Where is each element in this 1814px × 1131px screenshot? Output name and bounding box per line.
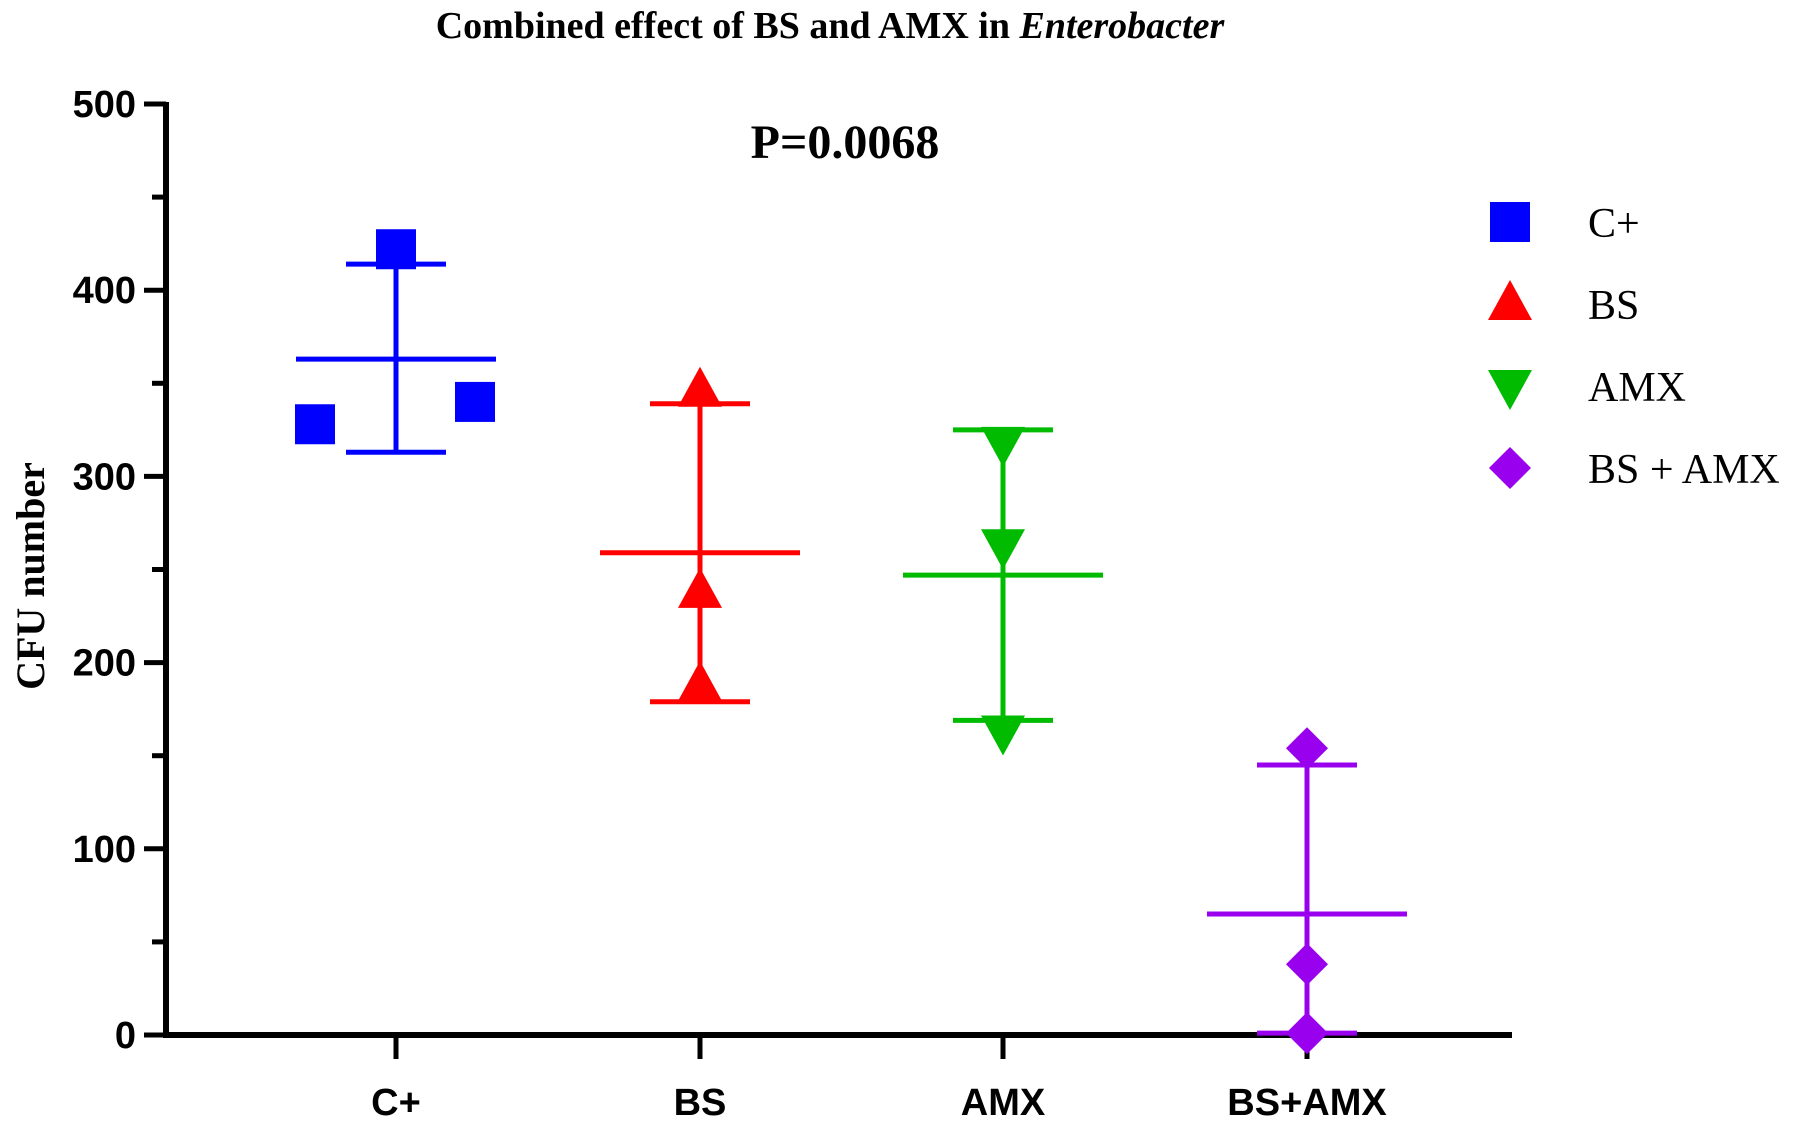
data-point xyxy=(678,366,722,407)
data-point xyxy=(295,404,335,445)
legend-label: C+ xyxy=(1588,201,1640,247)
x-ticks: C+ BS AMX BS+AMX xyxy=(371,1035,1387,1124)
data-point xyxy=(455,381,495,422)
legend-label: AMX xyxy=(1588,365,1686,411)
legend-marker xyxy=(1488,280,1532,320)
legend-label: BS xyxy=(1588,283,1639,329)
y-tick-label: 0 xyxy=(115,1015,136,1057)
chart-title: Combined effect of BS and AMX in Enterob… xyxy=(436,5,1226,47)
data-point xyxy=(1286,727,1328,770)
legend: C+ BS AMX BS + AMX xyxy=(1488,201,1780,493)
y-axis-label: CFU number xyxy=(8,462,53,690)
y-tick-label: 300 xyxy=(73,456,136,498)
y-ticks: 0 100 200 300 400 500 xyxy=(73,84,166,1057)
p-value-annotation: P=0.0068 xyxy=(751,116,940,169)
legend-item: BS xyxy=(1488,280,1639,329)
legend-item: C+ xyxy=(1490,201,1640,247)
data-point xyxy=(981,426,1025,467)
data-point xyxy=(1286,943,1328,986)
data-point xyxy=(678,567,722,608)
series-amx xyxy=(903,426,1103,756)
y-tick-label: 500 xyxy=(73,84,136,126)
legend-marker xyxy=(1488,370,1532,410)
series-bs xyxy=(600,366,800,705)
y-tick-label: 400 xyxy=(73,270,136,312)
axes xyxy=(163,102,1512,1038)
legend-marker xyxy=(1489,447,1531,489)
x-tick-label: AMX xyxy=(961,1082,1046,1124)
data-point xyxy=(1286,1012,1328,1055)
data-point xyxy=(376,229,416,270)
data-point xyxy=(678,660,722,701)
x-tick-label: C+ xyxy=(371,1082,421,1124)
y-tick-label: 100 xyxy=(73,829,136,871)
plot-area xyxy=(295,229,1407,1055)
legend-marker xyxy=(1490,202,1530,242)
data-point xyxy=(981,529,1025,570)
y-tick-label: 200 xyxy=(73,643,136,685)
series-bs-amx xyxy=(1207,727,1407,1055)
x-tick-label: BS+AMX xyxy=(1227,1082,1387,1124)
legend-label: BS + AMX xyxy=(1588,447,1780,493)
chart-title-main: Combined effect of BS and AMX in xyxy=(436,5,1020,47)
data-point xyxy=(981,715,1025,756)
legend-item: AMX xyxy=(1488,365,1686,411)
series-c- xyxy=(295,229,496,455)
legend-item: BS + AMX xyxy=(1489,447,1780,493)
chart-title-italic: Enterobacter xyxy=(1018,5,1225,47)
x-tick-label: BS xyxy=(674,1082,727,1124)
